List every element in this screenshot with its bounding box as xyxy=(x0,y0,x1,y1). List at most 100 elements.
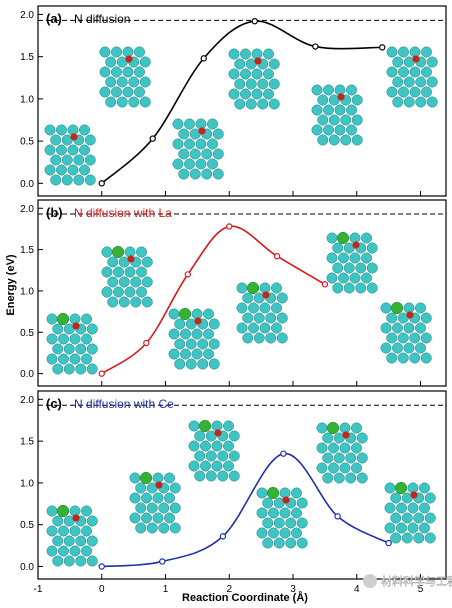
host-atom xyxy=(401,532,413,544)
host-atom xyxy=(58,525,69,537)
host-atom xyxy=(58,333,69,345)
y-tick-label: 2.0 xyxy=(20,204,34,215)
host-atom xyxy=(203,308,214,320)
host-atom xyxy=(390,492,402,504)
host-atom xyxy=(81,353,92,365)
dopant-atom xyxy=(326,421,340,435)
host-atom xyxy=(276,292,288,304)
host-atom xyxy=(361,272,372,284)
y-tick-label: 0.5 xyxy=(20,137,34,148)
y-tick-label: 2.0 xyxy=(20,395,34,406)
host-atom xyxy=(172,158,184,170)
host-atom xyxy=(338,252,349,264)
host-atom xyxy=(253,312,265,324)
host-atom xyxy=(188,460,200,472)
host-atom xyxy=(63,343,75,355)
host-atom xyxy=(136,266,147,278)
host-atom xyxy=(61,174,73,186)
plot-frame xyxy=(37,5,447,197)
dopant-atom xyxy=(394,481,408,495)
host-atom xyxy=(81,545,92,557)
host-atom xyxy=(86,555,98,567)
host-atom xyxy=(217,450,229,462)
host-atom xyxy=(69,525,81,537)
dopant-atom xyxy=(336,231,350,245)
structure-icon xyxy=(44,124,96,186)
host-atom xyxy=(326,272,338,284)
host-atom xyxy=(134,66,145,78)
nitrogen-atom xyxy=(254,57,262,65)
host-atom xyxy=(174,338,186,350)
structure-icon xyxy=(316,421,368,484)
host-atom xyxy=(69,545,81,557)
host-atom xyxy=(111,66,122,78)
host-atom xyxy=(44,144,56,156)
host-atom xyxy=(338,272,349,284)
host-atom xyxy=(152,492,164,504)
host-atom xyxy=(366,262,378,274)
host-atom xyxy=(189,168,201,180)
host-atom xyxy=(223,460,234,472)
host-atom xyxy=(178,148,190,160)
host-atom xyxy=(129,472,141,484)
host-atom xyxy=(228,470,240,482)
host-atom xyxy=(392,76,404,88)
host-atom xyxy=(421,86,432,98)
host-atom xyxy=(351,422,362,434)
host-atom xyxy=(265,312,277,324)
host-atom xyxy=(158,502,170,514)
host-atom xyxy=(420,352,432,364)
host-atom xyxy=(200,440,211,452)
host-atom xyxy=(128,76,140,88)
host-atom xyxy=(63,363,75,375)
host-atom xyxy=(415,76,427,88)
data-point xyxy=(143,339,150,347)
host-atom xyxy=(398,86,409,98)
host-atom xyxy=(419,502,430,514)
host-atom xyxy=(141,296,153,308)
host-atom xyxy=(79,124,90,136)
host-atom xyxy=(326,232,338,244)
host-atom xyxy=(52,343,64,355)
host-atom xyxy=(75,555,87,567)
host-atom xyxy=(116,76,128,88)
structure-icon xyxy=(46,504,98,567)
host-atom xyxy=(205,450,217,462)
host-atom xyxy=(323,104,334,116)
y-tick-label: 1.0 xyxy=(20,94,34,105)
data-point xyxy=(200,55,207,62)
host-atom xyxy=(122,66,134,78)
host-atom xyxy=(355,262,367,274)
host-atom xyxy=(291,527,302,539)
host-atom xyxy=(326,252,338,264)
host-atom xyxy=(73,154,85,166)
host-atom xyxy=(236,282,248,294)
data-point xyxy=(98,180,105,187)
host-atom xyxy=(356,472,368,484)
x-tick-label: 1 xyxy=(163,584,169,595)
host-atom xyxy=(46,505,58,517)
host-atom xyxy=(356,432,368,444)
data-point xyxy=(321,281,329,288)
data-point xyxy=(334,513,341,520)
host-atom xyxy=(99,66,111,78)
host-atom xyxy=(200,460,211,472)
host-atom xyxy=(236,322,248,334)
host-atom xyxy=(343,262,355,274)
host-atom xyxy=(141,492,152,504)
host-atom xyxy=(285,537,297,549)
host-atom xyxy=(101,266,113,278)
host-atom xyxy=(46,313,58,325)
host-atom xyxy=(397,352,409,364)
nitrogen-atom xyxy=(127,255,135,263)
x-tick-label: -1 xyxy=(34,584,43,595)
host-atom xyxy=(234,78,246,90)
host-atom xyxy=(415,322,426,334)
host-atom xyxy=(311,84,323,96)
host-atom xyxy=(207,138,218,150)
structure-icon xyxy=(326,231,378,294)
y-tick-label: 1.0 xyxy=(20,478,34,489)
host-atom xyxy=(361,232,372,244)
host-atom xyxy=(351,134,363,146)
host-atom xyxy=(203,348,214,360)
